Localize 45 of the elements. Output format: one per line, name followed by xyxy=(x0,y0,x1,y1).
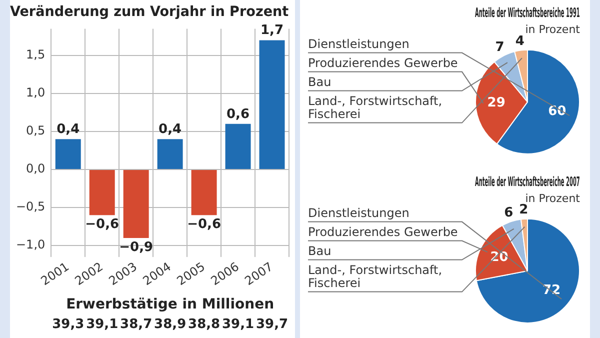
text: 39,7 xyxy=(256,316,288,332)
y-tick-label: −0,5 xyxy=(16,200,46,214)
text: Erwerbstätige in Millionen xyxy=(66,296,274,313)
data-label: −0,6 xyxy=(85,217,120,232)
slice-label: Produzierendes Gewerbe xyxy=(308,56,458,70)
data-label: 0,4 xyxy=(158,122,182,137)
y-tick-label: 0,5 xyxy=(26,124,46,138)
bar xyxy=(259,40,285,170)
slice-label: Land-, Forstwirtschaft, Fischerei xyxy=(308,262,442,290)
y-tick-label: 1,0 xyxy=(26,86,46,100)
text: 38,9 xyxy=(154,316,186,332)
chart-title: Anteile der Wirtschaftsbereiche 2007 xyxy=(475,176,580,190)
text: 38,8 xyxy=(188,316,220,332)
y-tick-label: 0,0 xyxy=(26,162,46,176)
y-tick-label: −1,0 xyxy=(16,238,46,252)
text: 39,3 xyxy=(52,316,84,332)
slice-label: Produzierendes Gewerbe xyxy=(308,224,458,239)
chart-subtitle: in Prozent xyxy=(525,23,581,36)
text: 38,7 xyxy=(120,316,152,332)
data-label: 7 xyxy=(495,40,504,55)
data-label: 4 xyxy=(515,34,524,49)
bar xyxy=(123,170,149,238)
slice-label: Dienstleistungen xyxy=(308,36,410,51)
data-label: 0,4 xyxy=(56,122,80,137)
bar xyxy=(89,170,115,216)
data-label: −0,6 xyxy=(187,217,222,232)
data-label: 0,6 xyxy=(226,106,250,122)
chart-title: Veränderung zum Vorjahr in Prozent xyxy=(10,4,290,20)
bar xyxy=(191,170,217,216)
y-tick-label: 1,5 xyxy=(26,48,46,62)
bar xyxy=(55,139,81,170)
data-label: −0,9 xyxy=(119,240,154,255)
data-label: 60 xyxy=(548,104,566,119)
slice-label: Dienstleistungen xyxy=(308,206,410,220)
slice-label: Bau xyxy=(308,74,332,89)
data-label: 1,7 xyxy=(260,23,284,38)
text: 39,1 xyxy=(86,316,118,332)
data-label: 6 xyxy=(504,205,514,220)
slice-label: Land-, Forstwirtschaft, Fischerei xyxy=(308,94,442,121)
chart-title: Anteile der Wirtschaftsbereiche 1991 xyxy=(475,6,580,22)
text: 39,1 xyxy=(222,316,254,332)
slice-label: Bau xyxy=(308,244,332,258)
bar xyxy=(225,124,251,170)
data-label: 29 xyxy=(487,95,506,110)
bar xyxy=(157,139,183,170)
